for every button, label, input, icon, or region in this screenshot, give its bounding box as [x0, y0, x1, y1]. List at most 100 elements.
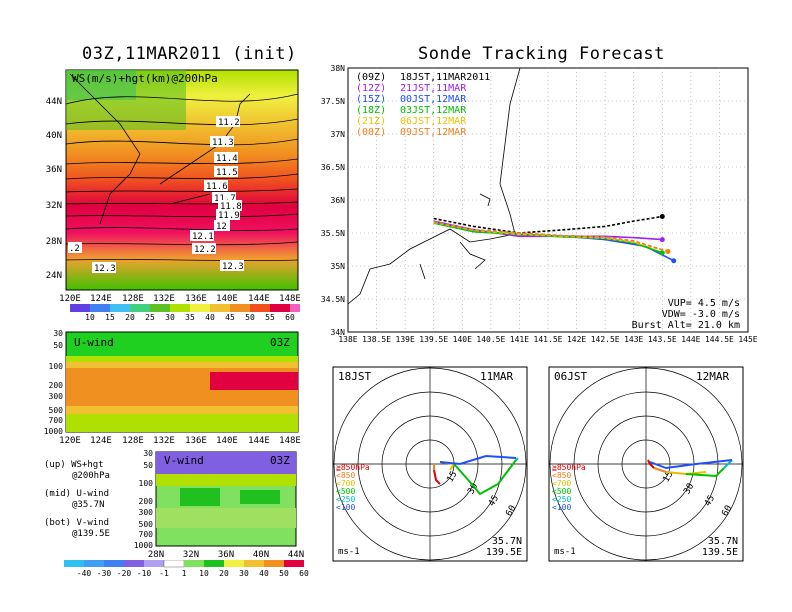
svg-text:200: 200 [139, 497, 154, 506]
track-lon-tick: 138E [338, 335, 357, 344]
track-lon-tick: 143E [624, 335, 643, 344]
ws-colorbar: 10 15 20 25 30 35 40 45 50 55 60 [70, 304, 300, 322]
svg-text:15: 15 [445, 470, 459, 484]
svg-text:132E: 132E [153, 436, 175, 446]
contour-label: 12.1 [190, 230, 214, 242]
ws-lon-tick: 120E [59, 294, 81, 304]
svg-text:200: 200 [49, 381, 64, 390]
svg-text:-30: -30 [97, 569, 112, 578]
svg-text:<700: <700 [552, 479, 571, 488]
coastline [347, 67, 521, 305]
svg-text:-20: -20 [117, 569, 132, 578]
svg-text:12.2: 12.2 [194, 245, 216, 255]
svg-text:<850: <850 [336, 471, 355, 480]
svg-text:30: 30 [239, 569, 249, 578]
legend-code: (00Z) [356, 127, 386, 138]
track-lon-tick: 144.5E [705, 335, 734, 344]
hodograph-right: 15 30 45 60 06JST 12MAR ≧850hPa <850 <70… [548, 366, 744, 562]
hodo-lon: 139.5E [486, 547, 522, 558]
svg-text:12.1: 12.1 [192, 232, 214, 242]
hodo-left-time: 18JST [338, 370, 371, 383]
track-lon-tick: 140E [453, 335, 472, 344]
ws-lon-tick: 148E [279, 294, 301, 304]
svg-text:100: 100 [139, 479, 154, 488]
svg-text:120E: 120E [59, 436, 81, 446]
legend-label: 18JST,11MAR2011 [400, 72, 490, 83]
svg-text:700: 700 [139, 530, 154, 539]
right-title: Sonde Tracking Forecast [418, 44, 665, 64]
hodo-lat: 35.7N [492, 536, 522, 547]
track-lat-tick: 34N [331, 328, 346, 337]
svg-text:20: 20 [219, 569, 229, 578]
contour-label: .2 [68, 242, 82, 254]
track-stat-burst: Burst Alt= 21.0 km [632, 320, 740, 331]
ws-panel-label: WS(m/s)+hgt(km)@200hPa [72, 72, 218, 85]
svg-text:1000: 1000 [134, 541, 153, 550]
track-stat-vup: VUP= 4.5 m/s [668, 298, 740, 309]
svg-text:1: 1 [182, 569, 187, 578]
legend-label: 03JST,12MAR [400, 105, 467, 116]
legend-code: (21Z) [356, 116, 386, 127]
legend-code: (12Z) [356, 83, 386, 94]
svg-text:-1: -1 [159, 569, 169, 578]
track-stat-vdw: VDW= -3.0 m/s [662, 309, 740, 320]
svg-text:50: 50 [245, 313, 255, 322]
svg-text:<250: <250 [552, 495, 571, 504]
contour-label: 11.3 [210, 136, 234, 148]
contour-label: 12.2 [192, 243, 216, 255]
track-lon-tick: 143.5E [648, 335, 677, 344]
svg-text:11.7: 11.7 [214, 194, 236, 204]
hodo-lat: 35.7N [708, 536, 738, 547]
svg-text:30: 30 [682, 482, 696, 496]
legend-code: (15Z) [356, 94, 386, 105]
ws-lat-tick: 44N [46, 97, 62, 107]
legend-code: (09Z) [356, 72, 386, 83]
svg-text:-40: -40 [77, 569, 92, 578]
track-endpoint [659, 250, 665, 256]
ws-lat-tick: 40N [46, 131, 62, 141]
contour-label: 12.3 [220, 260, 244, 272]
svg-text:50: 50 [279, 569, 289, 578]
svg-text:<250: <250 [336, 495, 355, 504]
svg-text:136E: 136E [185, 436, 207, 446]
svg-text:40N: 40N [253, 550, 269, 558]
ws-lat-tick: 36N [46, 165, 62, 175]
svg-text:12.3: 12.3 [94, 264, 116, 274]
track-lat-tick: 36.5N [321, 163, 345, 172]
track-endpoint [659, 214, 665, 219]
svg-text:148E: 148E [279, 436, 301, 446]
svg-text:60: 60 [720, 504, 734, 518]
track-endpoint [659, 237, 665, 243]
svg-text:≧850hPa: ≧850hPa [336, 463, 370, 472]
track-lat-tick: 38N [331, 64, 346, 73]
svg-text:10: 10 [85, 313, 95, 322]
svg-text:11.2: 11.2 [218, 118, 240, 128]
uwind-label: U-wind [74, 336, 114, 349]
svg-text:12.3: 12.3 [222, 262, 244, 272]
svg-text:100: 100 [49, 362, 64, 371]
svg-text:36N: 36N [218, 550, 234, 558]
track-lat-tick: 37N [331, 130, 346, 139]
svg-text:11.9: 11.9 [218, 211, 240, 221]
svg-text:45: 45 [487, 494, 501, 508]
track-lat-tick: 34.5N [321, 295, 345, 304]
svg-text:45: 45 [703, 494, 717, 508]
svg-text:45: 45 [225, 313, 235, 322]
legend-label: 06JST,12MAR [400, 116, 467, 127]
vwind-panel: V-wind 03Z 30 50 100 200 300 500 700 100… [134, 449, 304, 558]
ws-lon-tick: 124E [90, 294, 112, 304]
hodo-left-date: 11MAR [480, 370, 513, 383]
ws-lon-tick: 132E [153, 294, 175, 304]
track-lat-tick: 35N [331, 262, 346, 271]
legend-label: 00JST,12MAR [400, 94, 467, 105]
track-lat-tick: 36N [331, 196, 346, 205]
ws-map-panel: 44N 40N 36N 32N 28N 24N 120E 124E 128E 1… [46, 69, 301, 322]
contour-label: 11.4 [214, 152, 238, 164]
hodo-trace [647, 459, 733, 478]
track-series-line [433, 215, 663, 234]
svg-text:<100: <100 [552, 503, 571, 512]
contour-label: 11.5 [214, 166, 238, 178]
svg-text:30: 30 [53, 329, 63, 338]
hodo-right-time: 06JST [554, 370, 587, 383]
track-endpoint [665, 248, 671, 254]
